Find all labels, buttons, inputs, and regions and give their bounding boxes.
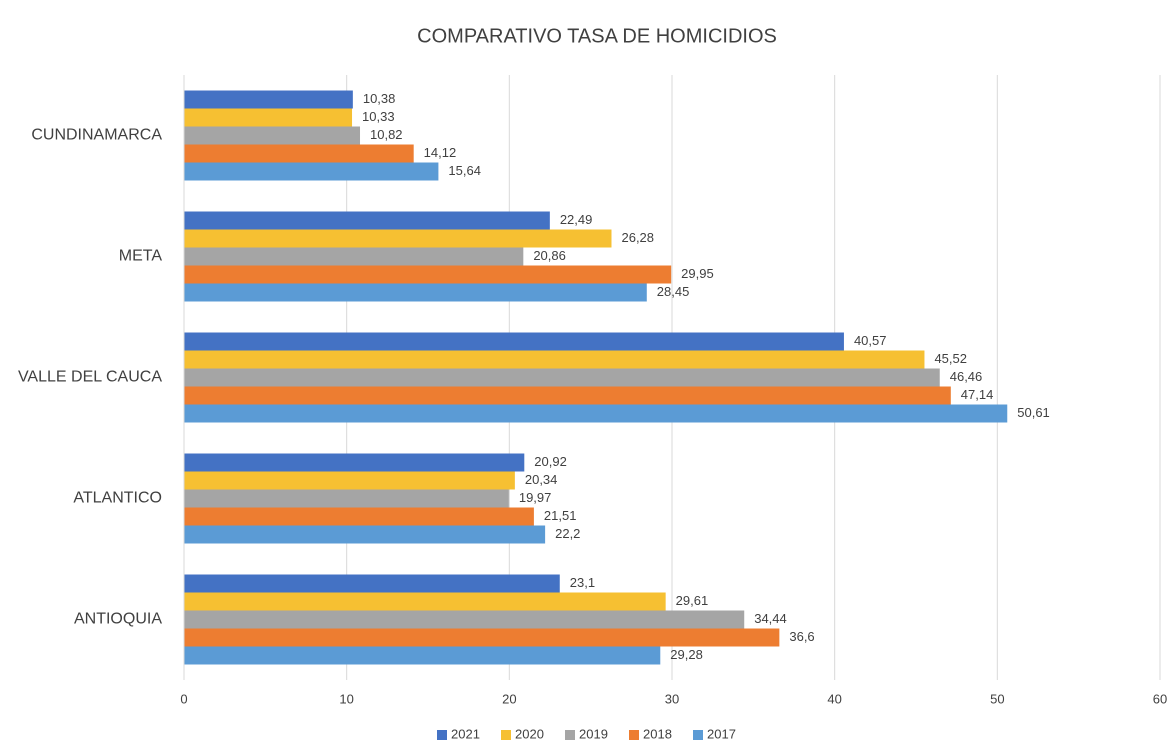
value-label: 47,14 bbox=[961, 387, 994, 402]
value-label: 20,92 bbox=[534, 454, 567, 469]
value-label: 28,45 bbox=[657, 284, 690, 299]
bar bbox=[184, 265, 672, 284]
bar bbox=[184, 332, 844, 351]
bar bbox=[184, 144, 414, 163]
legend-label: 2020 bbox=[515, 726, 544, 741]
bar bbox=[184, 247, 524, 266]
value-label: 50,61 bbox=[1017, 405, 1050, 420]
x-tick-label: 60 bbox=[1153, 691, 1167, 706]
value-label: 10,38 bbox=[363, 91, 396, 106]
x-tick-label: 50 bbox=[990, 691, 1004, 706]
bar bbox=[184, 162, 439, 181]
y-tick-label: CUNDINAMARCA bbox=[31, 127, 162, 144]
value-label: 45,52 bbox=[934, 351, 967, 366]
value-label: 22,2 bbox=[555, 526, 580, 541]
value-label: 10,82 bbox=[370, 127, 403, 142]
bar bbox=[184, 471, 515, 490]
value-label: 19,97 bbox=[519, 490, 552, 505]
bar bbox=[184, 592, 666, 611]
y-tick-label: ATLANTICO bbox=[73, 490, 162, 507]
legend-label: 2017 bbox=[707, 726, 736, 741]
bar bbox=[184, 229, 612, 248]
bar bbox=[184, 610, 745, 629]
bar bbox=[184, 126, 361, 145]
bar bbox=[184, 350, 925, 369]
bar bbox=[184, 489, 509, 508]
value-label: 23,1 bbox=[570, 575, 595, 590]
x-tick-label: 30 bbox=[665, 691, 679, 706]
value-label: 40,57 bbox=[854, 333, 887, 348]
bar bbox=[184, 283, 647, 302]
bar bbox=[184, 507, 534, 526]
value-label: 29,28 bbox=[670, 647, 703, 662]
bar bbox=[184, 368, 940, 387]
value-label: 26,28 bbox=[621, 230, 654, 245]
value-label: 21,51 bbox=[544, 508, 577, 523]
x-tick-label: 10 bbox=[339, 691, 353, 706]
bar bbox=[184, 211, 550, 230]
value-label: 10,33 bbox=[362, 109, 395, 124]
bar bbox=[184, 646, 661, 665]
y-tick-label: VALLE DEL CAUCA bbox=[18, 369, 162, 386]
y-tick-label: ANTIOQUIA bbox=[74, 611, 162, 628]
chart-title: COMPARATIVO TASA DE HOMICIDIOS bbox=[417, 25, 777, 47]
value-label: 36,6 bbox=[789, 629, 814, 644]
x-tick-label: 40 bbox=[827, 691, 841, 706]
bar bbox=[184, 628, 780, 647]
bar bbox=[184, 108, 353, 127]
legend-label: 2018 bbox=[643, 726, 672, 741]
y-tick-label: META bbox=[119, 248, 163, 265]
legend-swatch bbox=[501, 730, 511, 740]
bar bbox=[184, 386, 951, 405]
bar bbox=[184, 90, 353, 109]
legend-label: 2021 bbox=[451, 726, 480, 741]
bar bbox=[184, 404, 1008, 423]
value-label: 14,12 bbox=[424, 145, 457, 160]
value-label: 46,46 bbox=[950, 369, 983, 384]
value-label: 20,34 bbox=[525, 472, 558, 487]
bar bbox=[184, 574, 560, 593]
value-label: 20,86 bbox=[533, 248, 566, 263]
legend-swatch bbox=[437, 730, 447, 740]
legend-swatch bbox=[629, 730, 639, 740]
bar bbox=[184, 525, 546, 544]
legend-label: 2019 bbox=[579, 726, 608, 741]
legend-swatch bbox=[565, 730, 575, 740]
value-label: 34,44 bbox=[754, 611, 787, 626]
x-tick-label: 0 bbox=[180, 691, 187, 706]
bar bbox=[184, 453, 525, 472]
x-tick-label: 20 bbox=[502, 691, 516, 706]
value-label: 29,95 bbox=[681, 266, 714, 281]
value-label: 22,49 bbox=[560, 212, 593, 227]
value-label: 29,61 bbox=[676, 593, 709, 608]
value-label: 15,64 bbox=[448, 163, 481, 178]
legend-swatch bbox=[693, 730, 703, 740]
